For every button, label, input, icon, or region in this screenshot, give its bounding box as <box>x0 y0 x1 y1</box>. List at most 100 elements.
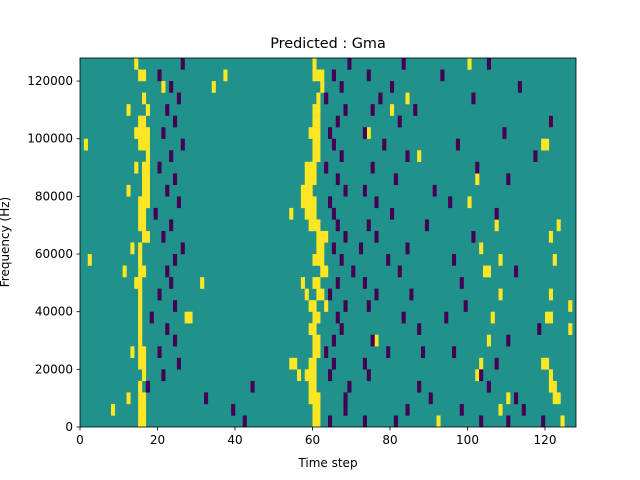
heatmap-cell-low <box>506 415 511 428</box>
heatmap-cell-high <box>130 346 135 359</box>
heatmap-cell-high <box>312 69 325 82</box>
heatmap-cell-high <box>316 288 325 301</box>
heatmap-cell-low <box>366 369 371 382</box>
heatmap-cell-high <box>308 357 317 370</box>
heatmap-cell-low <box>165 265 170 278</box>
y-tick-label: 120000 <box>27 74 73 88</box>
heatmap-cell-high <box>300 196 317 209</box>
heatmap-cell-high <box>138 334 143 347</box>
heatmap-cell-low <box>390 207 395 220</box>
heatmap-cell-low <box>440 69 445 82</box>
heatmap-cell-low <box>335 115 340 128</box>
heatmap-cell-low <box>417 323 422 335</box>
heatmap-cell-low <box>471 92 476 105</box>
heatmap-cell-low <box>231 403 236 416</box>
x-tick-label: 20 <box>150 433 165 447</box>
heatmap-cell-low <box>506 173 511 186</box>
heatmap-cell-low <box>448 196 453 209</box>
heatmap-cell-high <box>142 161 150 174</box>
heatmap-cell-low <box>347 58 352 70</box>
heatmap-cell-high <box>289 357 298 370</box>
heatmap-cell-high <box>308 392 321 405</box>
heatmap-cell-high <box>498 288 503 301</box>
y-tick-label: 80000 <box>35 189 73 203</box>
heatmap-cell-low <box>413 104 418 116</box>
heatmap-cell-low <box>494 357 499 370</box>
heatmap-cell-low <box>145 380 150 393</box>
heatmap-cell-high <box>138 300 143 312</box>
heatmap-cell-low <box>359 242 364 255</box>
heatmap-cell-low <box>324 92 329 105</box>
heatmap-cell-low <box>173 300 178 312</box>
heatmap-cell-low <box>417 380 422 393</box>
heatmap-cell-high <box>494 219 499 232</box>
heatmap-cell-low <box>328 369 333 382</box>
heatmap-cell-low <box>331 242 336 255</box>
heatmap-cell-high <box>467 196 472 209</box>
heatmap-cell-low <box>444 311 449 324</box>
x-tick-label: 60 <box>305 433 320 447</box>
heatmap-cell-low <box>452 254 457 266</box>
heatmap-cell-low <box>328 196 333 209</box>
heatmap-cell-low <box>548 115 553 128</box>
heatmap-cell-high <box>134 161 139 174</box>
heatmap-cell-low <box>362 127 367 139</box>
heatmap-cell-low <box>331 357 336 370</box>
heatmap-cell-high <box>312 415 321 428</box>
heatmap-cell-low <box>393 415 398 428</box>
heatmap-cell-low <box>475 161 480 174</box>
heatmap-cell-low <box>331 207 336 220</box>
heatmap-cell-low <box>432 184 437 197</box>
heatmap-cell-low <box>471 230 476 243</box>
heatmap-cell-high <box>312 311 321 324</box>
heatmap-cell-high <box>142 92 147 105</box>
heatmap-cell-low <box>250 380 255 393</box>
heatmap-cell-low <box>397 115 402 128</box>
heatmap-cell-low <box>382 138 387 151</box>
heatmap-cell-high <box>138 323 143 335</box>
heatmap-cell-high <box>87 254 92 266</box>
heatmap-cell-high <box>138 196 150 209</box>
heatmap-cell-high <box>475 369 480 382</box>
heatmap-cell-high <box>436 415 441 428</box>
heatmap-cell-low <box>370 334 375 347</box>
heatmap-cell-low <box>157 69 162 82</box>
heatmap-cell-high <box>308 380 317 393</box>
heatmap-cell-low <box>324 346 329 359</box>
plot-frame <box>79 57 577 428</box>
heatmap-cell-low <box>343 300 348 312</box>
heatmap-cell-low <box>370 161 375 174</box>
heatmap-cell-low <box>343 392 348 405</box>
heatmap-cell-high <box>308 127 321 139</box>
heatmap-cell-high <box>308 323 317 335</box>
heatmap-cell-low <box>386 346 391 359</box>
heatmap-cell-high <box>138 403 147 416</box>
heatmap-cell-low <box>351 265 356 278</box>
heatmap-cell-low <box>328 415 333 428</box>
heatmap-cell-high <box>134 127 150 139</box>
heatmap-cell-high <box>316 92 321 105</box>
heatmap-cell-low <box>169 150 174 162</box>
heatmap-cell-low <box>401 311 406 324</box>
heatmap-cell-high <box>142 230 150 243</box>
heatmap-cell-high <box>300 277 305 289</box>
heatmap-cell-low <box>486 380 491 393</box>
heatmap-cell-high <box>122 265 127 278</box>
y-tick-label: 0 <box>65 420 73 434</box>
heatmap-cell-high <box>142 173 150 186</box>
y-tick-label: 20000 <box>35 362 73 376</box>
heatmap-cell-high <box>417 150 422 162</box>
heatmap-cell-low <box>157 161 162 174</box>
heatmap-cell-high <box>548 380 557 393</box>
heatmap-cell-low <box>335 219 340 232</box>
heatmap-cell-high <box>126 104 131 116</box>
heatmap-cell-low <box>343 230 348 243</box>
heatmap-cell-high <box>560 415 565 428</box>
heatmap-cell-low <box>405 242 410 255</box>
y-axis-ticks: 0 20000 40000 60000 80000 100000 120000 <box>27 74 80 434</box>
heatmap-cell-high <box>552 254 557 266</box>
heatmap-cell-high <box>138 265 147 278</box>
heatmap-cell-low <box>362 184 367 197</box>
heatmap-cell-low <box>173 334 178 347</box>
heatmap-cell-low <box>366 69 371 82</box>
